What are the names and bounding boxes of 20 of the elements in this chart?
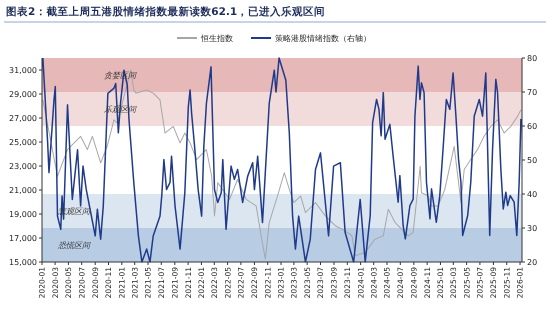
band-label: 恐慌区间 [57,241,91,250]
y2-tick-label: 20 [527,258,538,267]
y-tick-label: 31,000 [9,66,37,75]
y-tick-label: 23,000 [9,162,37,171]
y-tick-label: 25,000 [9,138,37,147]
y2-tick-label: 30 [527,224,538,233]
y2-tick-label: 50 [527,156,538,165]
y-tick-label: 15,000 [9,258,37,267]
y-tick-label: 29,000 [9,90,37,99]
y-tick-label: 17,000 [9,234,37,243]
legend-label: 恒生指数 [200,34,233,43]
y2-tick-label: 70 [527,88,538,97]
chart-title: 图表2：截至上周五港股情绪指数最新读数62.1，已进入乐观区间 [6,5,326,18]
y2-tick-label: 40 [527,190,538,199]
y2-tick-label: 80 [527,54,538,63]
y2-tick-label: 60 [527,122,538,131]
y-tick-label: 21,000 [9,186,37,195]
legend-label: 策略港股情绪指数（右轴） [275,34,371,43]
y-tick-label: 27,000 [9,114,37,123]
y-tick-label: 19,000 [9,210,37,219]
